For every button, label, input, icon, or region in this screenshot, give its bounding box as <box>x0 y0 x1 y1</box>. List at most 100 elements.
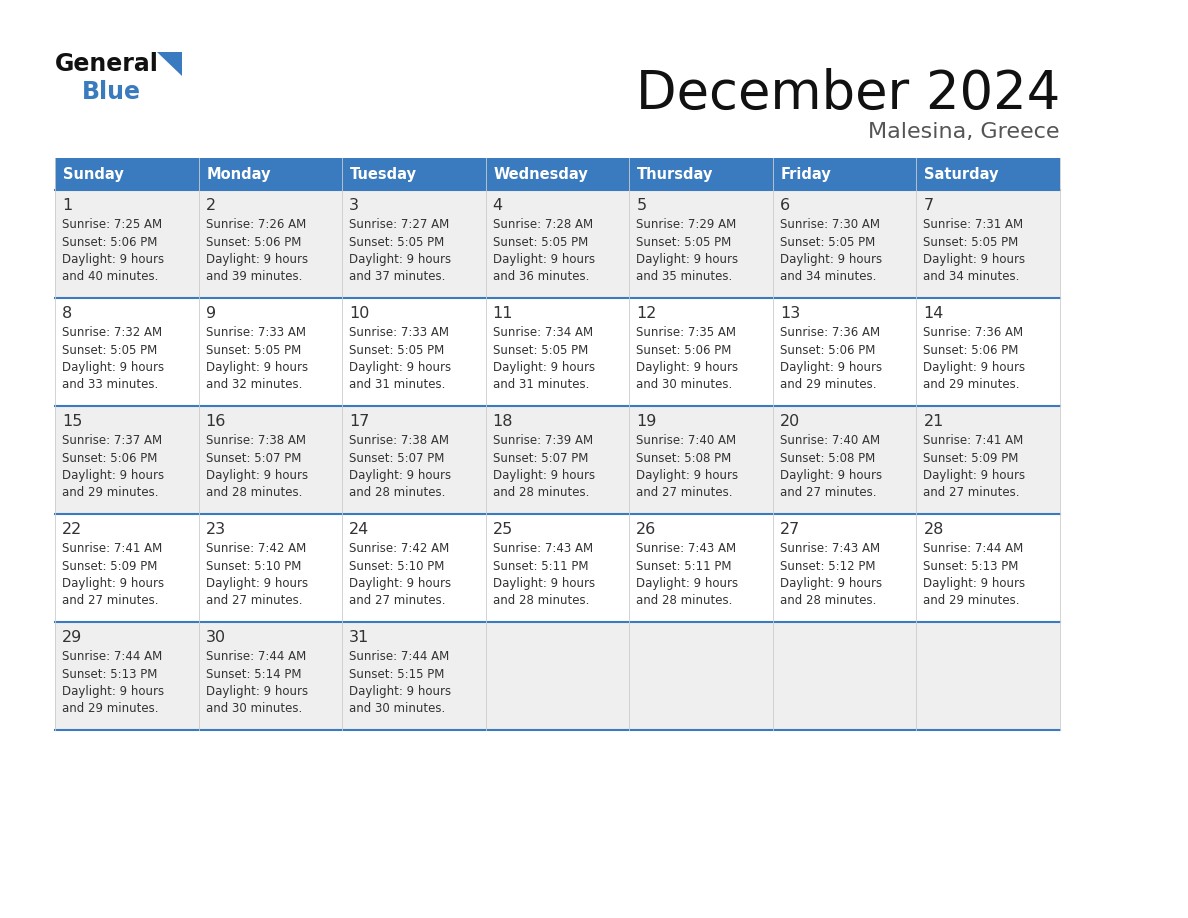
Bar <box>916 190 1060 298</box>
Bar <box>630 190 773 298</box>
Text: 24: 24 <box>349 522 369 537</box>
Text: 8: 8 <box>62 306 72 321</box>
Bar <box>916 406 1060 514</box>
Text: 2: 2 <box>206 198 216 213</box>
Bar <box>342 158 486 190</box>
Bar <box>630 298 773 406</box>
Text: and 29 minutes.: and 29 minutes. <box>62 702 158 715</box>
Text: Sunset: 5:06 PM: Sunset: 5:06 PM <box>923 343 1019 356</box>
Text: Daylight: 9 hours: Daylight: 9 hours <box>637 253 739 266</box>
Bar <box>916 158 1060 190</box>
Text: and 33 minutes.: and 33 minutes. <box>62 378 158 391</box>
Text: Daylight: 9 hours: Daylight: 9 hours <box>923 577 1025 590</box>
Text: Sunrise: 7:30 AM: Sunrise: 7:30 AM <box>779 218 880 231</box>
Bar <box>486 622 630 730</box>
Text: and 28 minutes.: and 28 minutes. <box>637 595 733 608</box>
Bar <box>198 406 342 514</box>
Text: Sunset: 5:05 PM: Sunset: 5:05 PM <box>637 236 732 249</box>
Bar <box>773 190 916 298</box>
Text: Sunrise: 7:28 AM: Sunrise: 7:28 AM <box>493 218 593 231</box>
Text: Daylight: 9 hours: Daylight: 9 hours <box>923 361 1025 374</box>
Text: Sunset: 5:06 PM: Sunset: 5:06 PM <box>779 343 876 356</box>
Text: Sunday: Sunday <box>63 166 124 182</box>
Text: Daylight: 9 hours: Daylight: 9 hours <box>206 469 308 482</box>
Bar <box>198 298 342 406</box>
Bar <box>773 514 916 622</box>
Text: and 29 minutes.: and 29 minutes. <box>923 378 1020 391</box>
Text: 9: 9 <box>206 306 216 321</box>
Text: Daylight: 9 hours: Daylight: 9 hours <box>206 361 308 374</box>
Text: Blue: Blue <box>82 80 141 104</box>
Text: Sunrise: 7:40 AM: Sunrise: 7:40 AM <box>637 434 737 447</box>
Text: and 30 minutes.: and 30 minutes. <box>637 378 733 391</box>
Bar <box>916 622 1060 730</box>
Text: Sunset: 5:05 PM: Sunset: 5:05 PM <box>349 236 444 249</box>
Bar <box>486 406 630 514</box>
Polygon shape <box>157 52 182 76</box>
Text: 19: 19 <box>637 414 657 429</box>
Bar <box>55 514 198 622</box>
Text: Daylight: 9 hours: Daylight: 9 hours <box>779 469 881 482</box>
Text: 5: 5 <box>637 198 646 213</box>
Text: and 40 minutes.: and 40 minutes. <box>62 271 158 284</box>
Text: 18: 18 <box>493 414 513 429</box>
Text: and 30 minutes.: and 30 minutes. <box>349 702 446 715</box>
Text: Sunset: 5:05 PM: Sunset: 5:05 PM <box>349 343 444 356</box>
Text: Sunrise: 7:42 AM: Sunrise: 7:42 AM <box>206 542 305 555</box>
Text: and 29 minutes.: and 29 minutes. <box>62 487 158 499</box>
Text: Sunset: 5:05 PM: Sunset: 5:05 PM <box>923 236 1018 249</box>
Bar <box>55 158 198 190</box>
Text: Tuesday: Tuesday <box>350 166 417 182</box>
Text: Sunrise: 7:42 AM: Sunrise: 7:42 AM <box>349 542 449 555</box>
Bar <box>342 514 486 622</box>
Text: 30: 30 <box>206 630 226 645</box>
Text: and 27 minutes.: and 27 minutes. <box>923 487 1020 499</box>
Text: and 27 minutes.: and 27 minutes. <box>349 595 446 608</box>
Text: 31: 31 <box>349 630 369 645</box>
Text: Sunrise: 7:35 AM: Sunrise: 7:35 AM <box>637 326 737 339</box>
Text: 28: 28 <box>923 522 943 537</box>
Text: 23: 23 <box>206 522 226 537</box>
Text: Sunset: 5:05 PM: Sunset: 5:05 PM <box>62 343 157 356</box>
Text: Sunrise: 7:36 AM: Sunrise: 7:36 AM <box>923 326 1024 339</box>
Text: 11: 11 <box>493 306 513 321</box>
Text: Sunrise: 7:44 AM: Sunrise: 7:44 AM <box>349 650 449 663</box>
Text: Thursday: Thursday <box>637 166 714 182</box>
Text: 22: 22 <box>62 522 82 537</box>
Text: Sunset: 5:06 PM: Sunset: 5:06 PM <box>637 343 732 356</box>
Text: Sunset: 5:13 PM: Sunset: 5:13 PM <box>62 667 157 680</box>
Bar <box>773 406 916 514</box>
Text: Daylight: 9 hours: Daylight: 9 hours <box>349 469 451 482</box>
Text: Sunrise: 7:33 AM: Sunrise: 7:33 AM <box>206 326 305 339</box>
Text: Sunset: 5:09 PM: Sunset: 5:09 PM <box>923 452 1019 465</box>
Text: Sunset: 5:05 PM: Sunset: 5:05 PM <box>493 343 588 356</box>
Text: Daylight: 9 hours: Daylight: 9 hours <box>493 253 595 266</box>
Text: 25: 25 <box>493 522 513 537</box>
Text: Sunset: 5:07 PM: Sunset: 5:07 PM <box>349 452 444 465</box>
Text: Sunset: 5:15 PM: Sunset: 5:15 PM <box>349 667 444 680</box>
Text: Daylight: 9 hours: Daylight: 9 hours <box>206 577 308 590</box>
Text: and 27 minutes.: and 27 minutes. <box>206 595 302 608</box>
Text: Daylight: 9 hours: Daylight: 9 hours <box>349 577 451 590</box>
Text: 14: 14 <box>923 306 943 321</box>
Text: and 34 minutes.: and 34 minutes. <box>779 271 877 284</box>
Text: Sunset: 5:13 PM: Sunset: 5:13 PM <box>923 559 1019 573</box>
Text: and 30 minutes.: and 30 minutes. <box>206 702 302 715</box>
Text: and 35 minutes.: and 35 minutes. <box>637 271 733 284</box>
Text: and 34 minutes.: and 34 minutes. <box>923 271 1019 284</box>
Text: and 27 minutes.: and 27 minutes. <box>779 487 877 499</box>
Text: Sunset: 5:05 PM: Sunset: 5:05 PM <box>206 343 301 356</box>
Text: Daylight: 9 hours: Daylight: 9 hours <box>206 685 308 698</box>
Text: Sunset: 5:12 PM: Sunset: 5:12 PM <box>779 559 876 573</box>
Text: Sunset: 5:07 PM: Sunset: 5:07 PM <box>206 452 301 465</box>
Text: 1: 1 <box>62 198 72 213</box>
Text: Daylight: 9 hours: Daylight: 9 hours <box>349 361 451 374</box>
Text: Sunrise: 7:43 AM: Sunrise: 7:43 AM <box>779 542 880 555</box>
Bar <box>773 298 916 406</box>
Text: 26: 26 <box>637 522 657 537</box>
Text: Sunset: 5:14 PM: Sunset: 5:14 PM <box>206 667 301 680</box>
Bar <box>55 622 198 730</box>
Text: Sunset: 5:06 PM: Sunset: 5:06 PM <box>206 236 301 249</box>
Text: Sunrise: 7:27 AM: Sunrise: 7:27 AM <box>349 218 449 231</box>
Text: 4: 4 <box>493 198 503 213</box>
